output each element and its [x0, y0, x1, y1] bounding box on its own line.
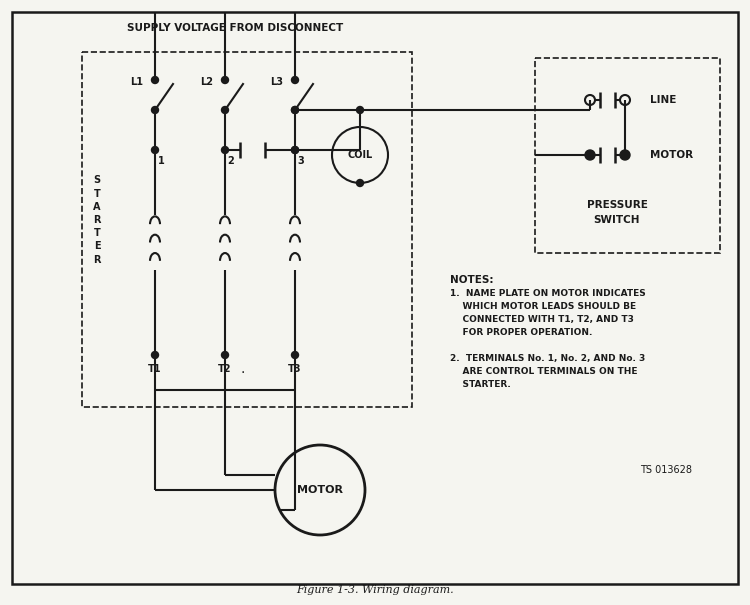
Circle shape — [620, 150, 630, 160]
Text: MOTOR: MOTOR — [650, 150, 693, 160]
Circle shape — [152, 146, 158, 154]
Circle shape — [221, 106, 229, 114]
Text: 1.  NAME PLATE ON MOTOR INDICATES: 1. NAME PLATE ON MOTOR INDICATES — [450, 289, 646, 298]
Text: 3: 3 — [298, 156, 304, 166]
Text: LINE: LINE — [650, 95, 676, 105]
Circle shape — [292, 146, 298, 154]
Text: TS 013628: TS 013628 — [640, 465, 692, 475]
Circle shape — [356, 106, 364, 114]
Text: .: . — [241, 362, 245, 376]
Text: L3: L3 — [270, 77, 283, 87]
Text: PRESSURE: PRESSURE — [586, 200, 647, 210]
Circle shape — [152, 352, 158, 359]
Text: FOR PROPER OPERATION.: FOR PROPER OPERATION. — [450, 328, 592, 337]
Text: T2: T2 — [218, 364, 232, 374]
Circle shape — [152, 106, 158, 114]
Text: S
T
A
R
T
E
R: S T A R T E R — [93, 175, 100, 264]
Circle shape — [221, 146, 229, 154]
Circle shape — [292, 106, 298, 114]
Circle shape — [292, 352, 298, 359]
Text: MOTOR: MOTOR — [297, 485, 343, 495]
Text: T1: T1 — [148, 364, 162, 374]
Circle shape — [292, 106, 298, 114]
Text: Figure 1-3. Wiring diagram.: Figure 1-3. Wiring diagram. — [296, 585, 454, 595]
Text: CONNECTED WITH T1, T2, AND T3: CONNECTED WITH T1, T2, AND T3 — [450, 315, 634, 324]
Circle shape — [152, 76, 158, 83]
Circle shape — [356, 180, 364, 186]
Text: 2.  TERMINALS No. 1, No. 2, AND No. 3: 2. TERMINALS No. 1, No. 2, AND No. 3 — [450, 354, 645, 363]
Circle shape — [221, 76, 229, 83]
Text: SUPPLY VOLTAGE FROM DISCONNECT: SUPPLY VOLTAGE FROM DISCONNECT — [127, 23, 343, 33]
Text: STARTER.: STARTER. — [450, 380, 511, 389]
Text: T3: T3 — [288, 364, 302, 374]
Text: SWITCH: SWITCH — [594, 215, 640, 225]
Circle shape — [292, 76, 298, 83]
Text: L1: L1 — [130, 77, 143, 87]
Circle shape — [292, 146, 298, 154]
Text: ARE CONTROL TERMINALS ON THE: ARE CONTROL TERMINALS ON THE — [450, 367, 638, 376]
Text: 1: 1 — [158, 156, 164, 166]
Text: L2: L2 — [200, 77, 213, 87]
Text: 2: 2 — [228, 156, 234, 166]
Text: COIL: COIL — [347, 150, 373, 160]
Text: NOTES:: NOTES: — [450, 275, 494, 285]
Text: WHICH MOTOR LEADS SHOULD BE: WHICH MOTOR LEADS SHOULD BE — [450, 302, 636, 311]
Circle shape — [221, 352, 229, 359]
Circle shape — [585, 150, 595, 160]
